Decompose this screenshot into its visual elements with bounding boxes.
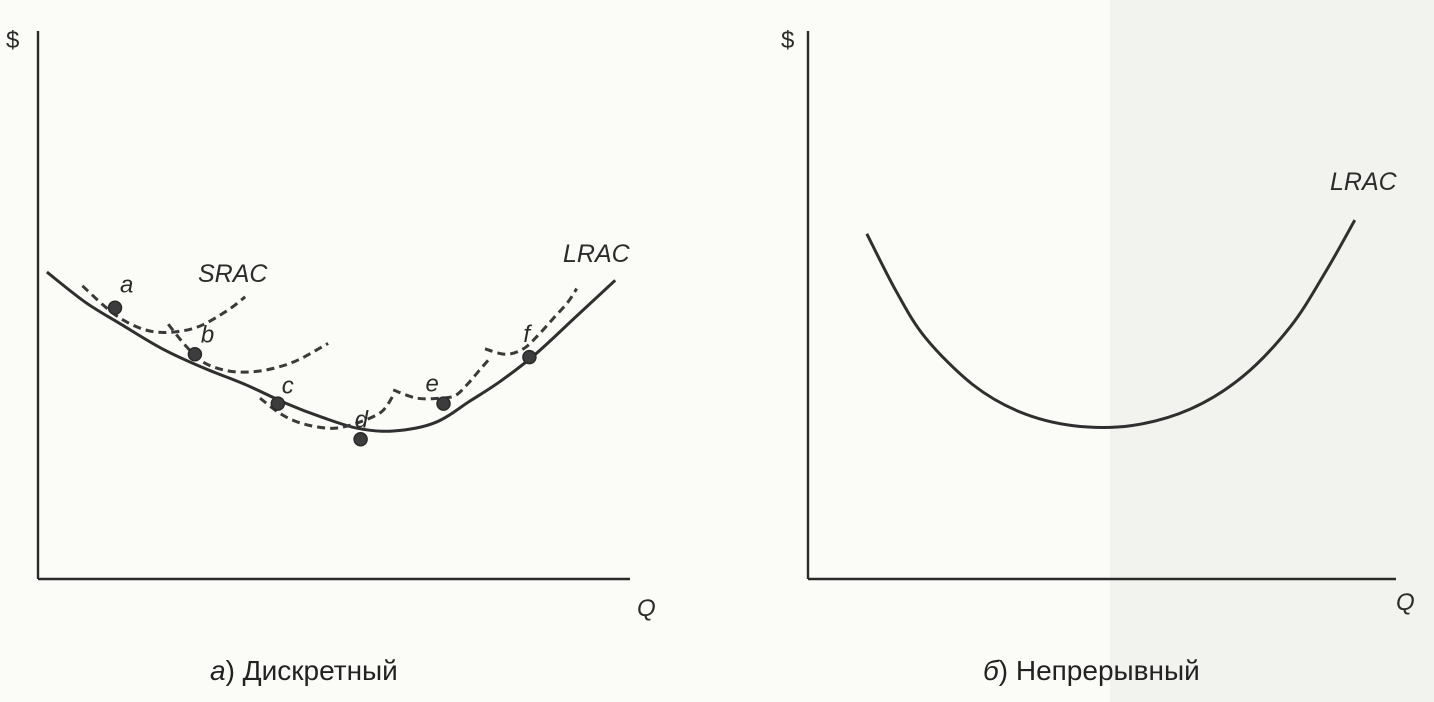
left-y-axis-label: $ bbox=[6, 27, 19, 54]
right-y-axis-label: $ bbox=[781, 27, 794, 54]
tangent-point-b bbox=[187, 347, 203, 362]
right-caption: б) Непрерывный bbox=[983, 655, 1200, 686]
srac-curve-a bbox=[81, 284, 247, 335]
left-srac-label: SRAC bbox=[198, 260, 268, 288]
paper-shadow-right bbox=[1110, 0, 1434, 702]
right-lrac-label: LRAC bbox=[1330, 168, 1398, 196]
tangent-point-label-f: f bbox=[523, 321, 532, 348]
tangent-point-c bbox=[270, 396, 286, 411]
right-lrac-curve bbox=[865, 219, 1357, 429]
srac-curve-e bbox=[392, 356, 493, 401]
left-lrac-curve bbox=[45, 270, 617, 433]
srac-curve-b bbox=[167, 323, 329, 374]
left-caption-letter: а bbox=[210, 655, 226, 686]
left-caption: а) Дискретный bbox=[210, 655, 398, 686]
left-x-axis-label: Q bbox=[637, 595, 656, 622]
tangent-point-a bbox=[107, 300, 123, 315]
tangent-point-d bbox=[353, 432, 368, 447]
left-caption-text: ) Дискретный bbox=[226, 655, 398, 686]
right-caption-text: ) Непрерывный bbox=[999, 655, 1200, 686]
left-srac-curves bbox=[81, 284, 578, 430]
tangent-point-label-e: e bbox=[426, 371, 439, 398]
tangent-point-e bbox=[436, 396, 451, 411]
srac-curve-c bbox=[259, 394, 395, 430]
left-tangent-points: a b c d e f bbox=[107, 272, 537, 447]
srac-curve-f bbox=[484, 287, 578, 356]
tangent-point-f bbox=[522, 349, 537, 365]
right-caption-letter: б bbox=[983, 655, 1000, 686]
left-lrac-label: LRAC bbox=[563, 240, 631, 268]
right-x-axis-label: Q bbox=[1396, 589, 1415, 616]
tangent-point-label-b: b bbox=[201, 321, 214, 348]
tangent-point-label-d: d bbox=[355, 406, 369, 433]
left-panel-discrete: $ Q a b c d e f SRAC LRAC а) Дискретный bbox=[6, 27, 656, 686]
right-panel-continuous: $ Q LRAC б) Непрерывный bbox=[781, 27, 1415, 686]
tangent-point-label-a: a bbox=[120, 272, 133, 299]
tangent-point-label-c: c bbox=[282, 373, 294, 400]
